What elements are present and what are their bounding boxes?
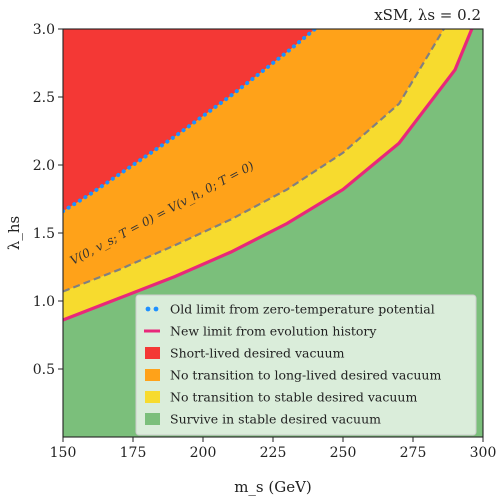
ticks-layer: 150 175 200 225 250 275 300 0.5 1.0 1.5 2.0 2.5 3.0 [33,22,497,461]
y-axis-title: λ_hs [5,216,23,250]
curves-layer [63,29,474,322]
legend-label: No transition to long-lived desired vacu… [170,368,441,383]
x-tick-label: 175 [120,445,147,461]
new-limit-line [63,29,474,322]
region-short-lived [63,29,315,212]
y-tick-label: 1.5 [33,226,55,242]
y-tick-label: 2.5 [33,90,55,106]
legend-label: No transition to stable desired vacuum [170,390,417,405]
y-tick-label: 0.5 [33,362,55,378]
chart-title: xSM, λs = 0.2 [374,6,481,24]
legend-label: Old limit from zero-temperature potentia… [170,302,435,317]
legend-region-swatch [145,391,160,403]
x-axis-title: m_s (GeV) [234,478,312,496]
x-tick-label: 250 [330,445,357,461]
legend-old-limit-swatch [145,306,151,312]
regions-layer [63,29,483,437]
legend-region-swatch [145,369,160,381]
equal-vacua-dashed-line [63,29,445,293]
y-tick-label: 1.0 [33,294,55,310]
legend-region-swatch [145,413,160,425]
legend-label: New limit from evolution history [170,324,377,339]
y-tick-label: 2.0 [33,158,55,174]
y-tick-label: 3.0 [33,22,55,38]
legend-old-limit-swatch [153,306,159,312]
legend-label: Survive in stable desired vacuum [170,412,381,427]
x-tick-label: 300 [470,445,497,461]
x-tick-label: 200 [190,445,217,461]
old-limit-dotted-line [63,29,317,214]
legend: Old limit from zero-temperature potentia… [135,294,477,436]
legend-region-swatch [145,347,160,359]
x-tick-label: 275 [400,445,427,461]
legend-box [135,294,477,436]
x-tick-label: 225 [260,445,287,461]
x-tick-label: 150 [50,445,77,461]
legend-label: Short-lived desired vacuum [170,346,345,361]
